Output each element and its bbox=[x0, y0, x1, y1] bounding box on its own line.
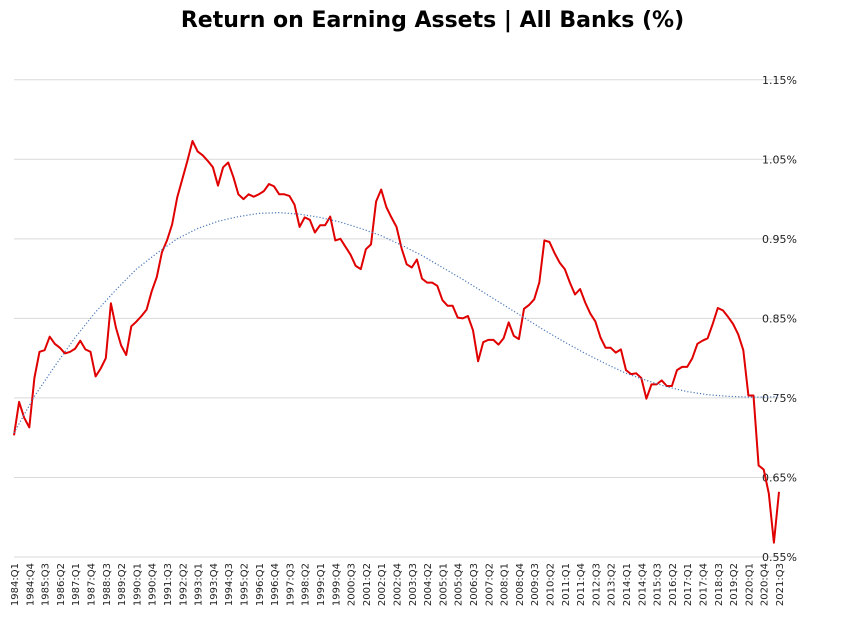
y-tick-label: 0.55% bbox=[762, 551, 797, 564]
x-tick-label: 2000:Q3 bbox=[347, 563, 358, 606]
x-tick-label: 2008:Q4 bbox=[515, 563, 526, 606]
chart-title: Return on Earning Assets | All Banks (%) bbox=[180, 8, 685, 33]
y-axis: 0.55% 0.65% 0.75% 0.85% 0.95% 1.05% 1.15% bbox=[762, 74, 797, 564]
series-group bbox=[13, 140, 780, 544]
x-tick-label: 2012:Q3 bbox=[591, 563, 602, 606]
x-tick-label: 1993:Q1 bbox=[194, 563, 205, 606]
x-tick-label: 2020:Q4 bbox=[760, 563, 771, 606]
x-tick-label: 1995:Q2 bbox=[240, 563, 251, 606]
x-axis: 1984:Q1 1984:Q4 1985:Q3 1986:Q2 1987:Q1 1987:… bbox=[10, 563, 786, 606]
x-tick-label: 2014:Q4 bbox=[637, 563, 648, 606]
x-tick-label: 1992:Q2 bbox=[178, 563, 189, 606]
x-tick-label: 1987:Q4 bbox=[87, 563, 98, 606]
x-tick-label: 2011:Q1 bbox=[561, 563, 572, 606]
x-tick-label: 1987:Q1 bbox=[71, 563, 82, 606]
x-tick-label: 2015:Q3 bbox=[653, 563, 664, 606]
x-tick-label: 1996:Q1 bbox=[255, 563, 266, 606]
x-tick-label: 1984:Q1 bbox=[10, 563, 21, 606]
x-tick-label: 1994:Q3 bbox=[224, 563, 235, 606]
x-tick-label: 2017:Q1 bbox=[683, 563, 694, 606]
x-tick-label: 2021:Q3 bbox=[775, 563, 786, 606]
x-tick-label: 2017:Q4 bbox=[699, 563, 710, 606]
x-tick-label: 1990:Q4 bbox=[148, 563, 159, 606]
x-tick-label: 2016:Q2 bbox=[668, 563, 679, 606]
y-tick-label: 0.85% bbox=[762, 312, 797, 325]
x-tick-label: 2002:Q4 bbox=[393, 563, 404, 606]
x-tick-label: 2004:Q2 bbox=[423, 563, 434, 606]
x-tick-label: 1986:Q2 bbox=[56, 563, 67, 606]
x-tick-label: 1984:Q4 bbox=[25, 563, 36, 606]
x-tick-label: 2019:Q2 bbox=[729, 563, 740, 606]
x-tick-label: 2013:Q2 bbox=[607, 563, 618, 606]
x-tick-label: 2007:Q2 bbox=[484, 563, 495, 606]
x-tick-label: 2003:Q3 bbox=[408, 563, 419, 606]
x-tick-label: 2011:Q4 bbox=[576, 563, 587, 606]
x-tick-label: 2001:Q2 bbox=[362, 563, 373, 606]
x-tick-label: 1985:Q3 bbox=[41, 563, 52, 606]
x-tick-label: 2005:Q4 bbox=[454, 563, 465, 606]
x-tick-label: 2005:Q1 bbox=[438, 563, 449, 606]
x-tick-label: 2008:Q1 bbox=[500, 563, 511, 606]
x-tick-label: 1999:Q1 bbox=[316, 563, 327, 606]
y-tick-label: 1.15% bbox=[762, 74, 797, 87]
x-tick-label: 1990:Q1 bbox=[132, 563, 143, 606]
y-tick-label: 0.75% bbox=[762, 392, 797, 405]
x-tick-label: 1999:Q4 bbox=[331, 563, 342, 606]
x-tick-label: 2020:Q1 bbox=[744, 563, 755, 606]
y-tick-label: 1.05% bbox=[762, 153, 797, 166]
x-tick-label: 2014:Q1 bbox=[622, 563, 633, 606]
x-tick-label: 2018:Q3 bbox=[714, 563, 725, 606]
x-tick-label: 1998:Q2 bbox=[301, 563, 312, 606]
series-line bbox=[13, 140, 780, 544]
x-tick-label: 1997:Q3 bbox=[285, 563, 296, 606]
grid-lines bbox=[14, 79, 779, 558]
trend-line bbox=[13, 212, 780, 434]
x-tick-label: 2006:Q3 bbox=[469, 563, 480, 606]
x-tick-label: 1993:Q4 bbox=[209, 563, 220, 606]
x-tick-label: 2010:Q2 bbox=[546, 563, 557, 606]
x-tick-label: 1996:Q4 bbox=[270, 563, 281, 606]
y-tick-label: 0.95% bbox=[762, 233, 797, 246]
y-tick-label: 0.65% bbox=[762, 471, 797, 484]
x-tick-label: 2009:Q3 bbox=[530, 563, 541, 606]
x-tick-label: 1989:Q2 bbox=[117, 563, 128, 606]
x-tick-label: 2002:Q1 bbox=[377, 563, 388, 606]
x-tick-label: 1988:Q3 bbox=[102, 563, 113, 606]
x-tick-label: 1991:Q3 bbox=[163, 563, 174, 606]
